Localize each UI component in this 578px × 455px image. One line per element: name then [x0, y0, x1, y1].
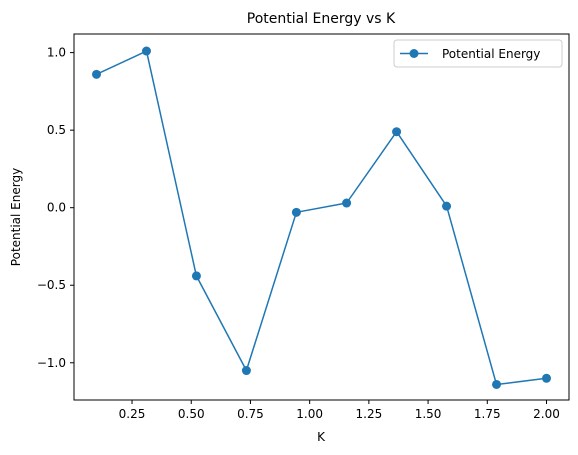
- x-tick-label: 0.25: [119, 407, 146, 421]
- data-point: [342, 199, 351, 208]
- data-point: [392, 127, 401, 136]
- legend-marker-icon: [410, 49, 419, 58]
- data-point: [542, 374, 551, 383]
- x-tick-label: 1.50: [415, 407, 442, 421]
- legend: Potential Energy: [394, 40, 562, 67]
- x-tick-label: 0.50: [178, 407, 205, 421]
- data-point: [292, 208, 301, 217]
- data-point: [442, 202, 451, 211]
- y-tick-label: 0.0: [47, 201, 66, 215]
- data-point: [192, 271, 201, 280]
- data-point: [92, 70, 101, 79]
- data-point: [242, 366, 251, 375]
- x-tick-label: 1.25: [356, 407, 383, 421]
- y-tick-label: 0.5: [47, 123, 66, 137]
- x-tick-label: 0.75: [237, 407, 264, 421]
- y-tick-label: −1.0: [37, 356, 66, 370]
- data-point: [492, 380, 501, 389]
- x-tick-label: 1.75: [474, 407, 501, 421]
- x-tick-label: 2.00: [533, 407, 560, 421]
- y-tick-label: −0.5: [37, 278, 66, 292]
- x-tick-label: 1.00: [296, 407, 323, 421]
- data-point: [142, 47, 151, 56]
- x-axis-label: K: [317, 430, 326, 444]
- chart-title: Potential Energy vs K: [247, 11, 396, 27]
- y-axis-label: Potential Energy: [9, 168, 23, 266]
- y-tick-label: 1.0: [47, 46, 66, 60]
- legend-label: Potential Energy: [442, 47, 540, 61]
